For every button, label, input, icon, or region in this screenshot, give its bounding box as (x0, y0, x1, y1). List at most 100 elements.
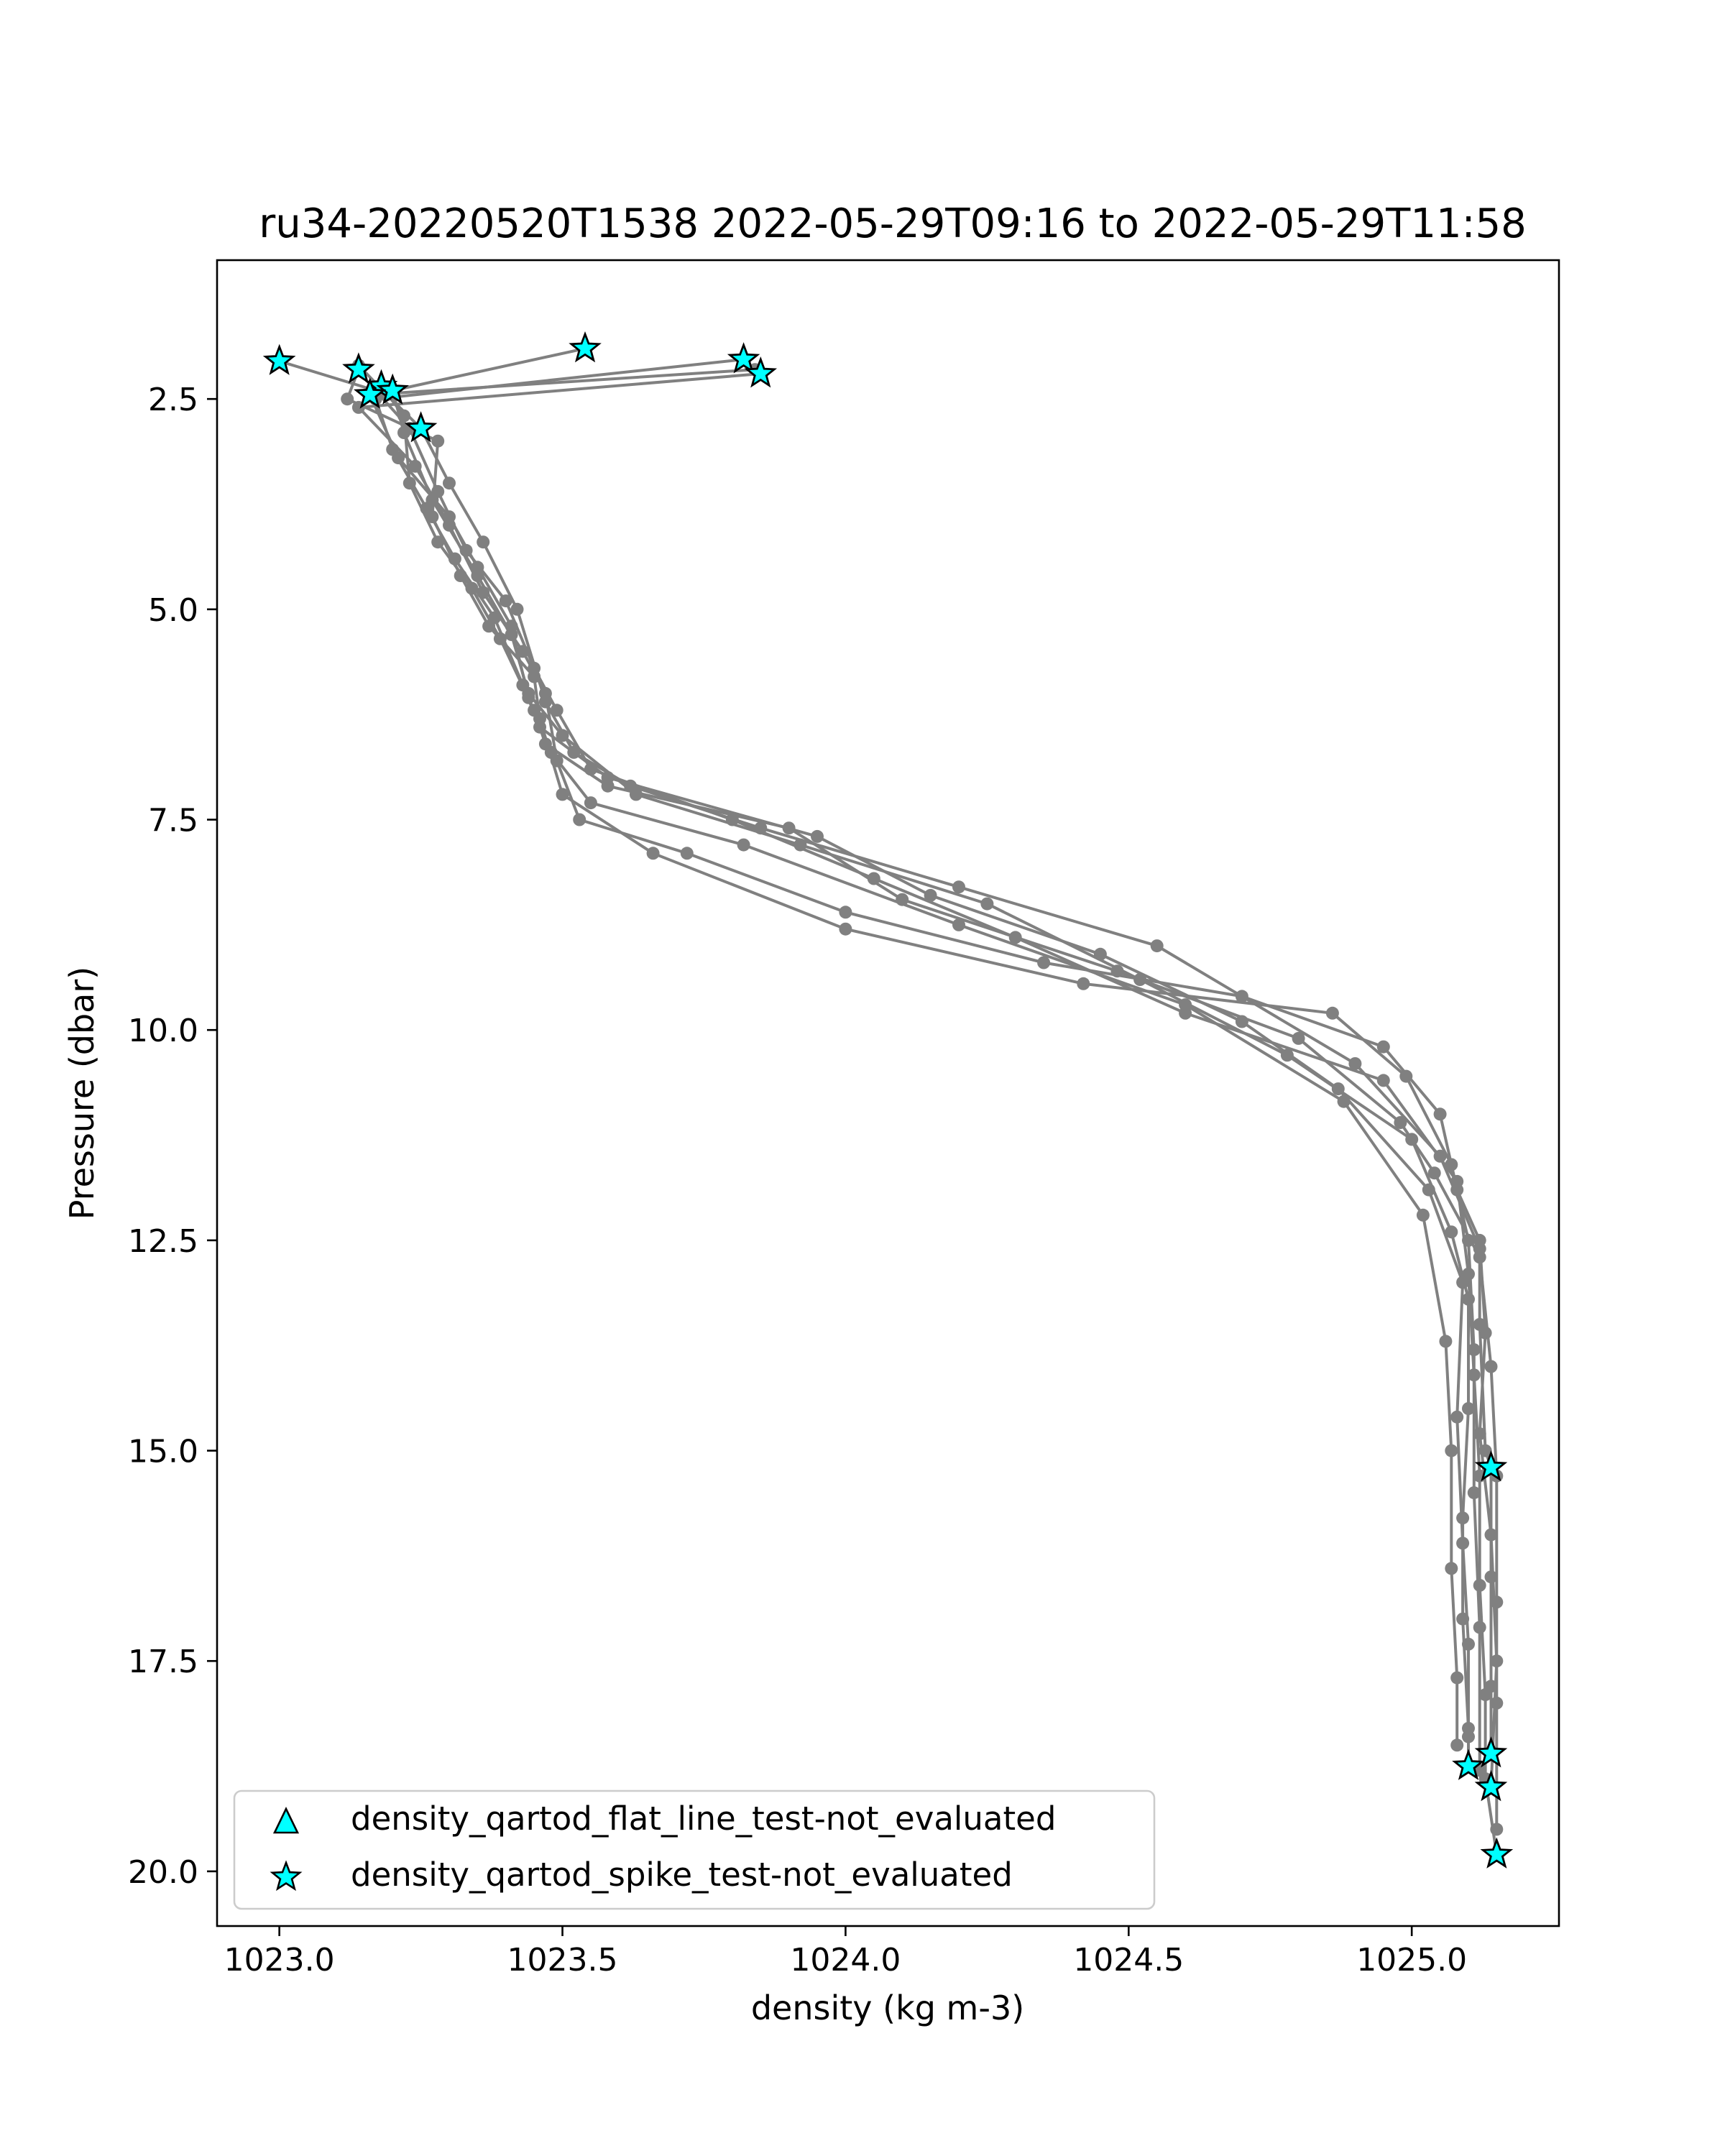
profile-line-6 (346, 369, 1481, 1771)
profile-point (1467, 1486, 1481, 1500)
profile-point (1456, 1276, 1470, 1289)
profile-point (1427, 1166, 1441, 1180)
y-axis-label: Pressure (dbar) (63, 967, 101, 1220)
profile-point (924, 888, 937, 902)
y-tick-label: 7.5 (148, 803, 198, 839)
profile-point (556, 729, 569, 742)
profile-point (550, 704, 564, 717)
y-tick-label: 15.0 (128, 1434, 198, 1470)
profile-point (1037, 956, 1051, 969)
x-tick-label: 1024.5 (1073, 1942, 1184, 1978)
legend-star-marker (270, 1860, 303, 1892)
profile-point (528, 670, 541, 683)
profile-point (1292, 1031, 1305, 1045)
spike-flag-star (744, 356, 778, 388)
profile-point (839, 922, 852, 936)
profile-point (811, 829, 824, 843)
profile-point (505, 619, 518, 633)
profile-point (1235, 990, 1248, 1003)
y-tick-label: 17.5 (128, 1644, 198, 1680)
legend: density_qartod_flat_line_test-not_evalua… (233, 1789, 1156, 1910)
profile-point (471, 561, 484, 574)
profile-point (839, 906, 852, 919)
profile-point (465, 581, 479, 595)
profile-point (1462, 1402, 1475, 1415)
profile-point (1445, 1444, 1458, 1457)
profile-point (499, 594, 512, 608)
profile-point (1456, 1537, 1470, 1550)
legend-box (233, 1789, 1156, 1910)
x-tick-label: 1023.0 (224, 1942, 335, 1978)
profile-point (402, 476, 416, 490)
profile-point (477, 586, 490, 599)
profile-point (1376, 1040, 1390, 1054)
profile-point (431, 434, 445, 448)
profile-point (431, 535, 445, 549)
spike-flag-star (1474, 1769, 1508, 1802)
profile-point (392, 451, 405, 465)
y-tick-label: 10.0 (128, 1013, 198, 1049)
x-tick-label: 1025.0 (1356, 1942, 1467, 1978)
profile-point (426, 510, 439, 524)
profile-point (1450, 1410, 1464, 1424)
profile-point (1394, 1116, 1407, 1129)
profile-point (1490, 1595, 1504, 1609)
spike-flag-star (727, 342, 760, 374)
profile-point (952, 880, 965, 894)
profile-point (544, 745, 558, 759)
y-tick-label: 5.0 (148, 592, 198, 629)
legend-label-flat-line: density_qartod_flat_line_test-not_evalua… (351, 1800, 1056, 1838)
profile-point (510, 602, 524, 616)
legend-label-spike: density_qartod_spike_test-not_evaluated (351, 1856, 1013, 1894)
y-tick-label: 12.5 (128, 1223, 198, 1260)
profile-point (1490, 1696, 1504, 1710)
spike-flag-star (376, 373, 409, 405)
profile-point (1490, 1823, 1504, 1836)
profile-point (522, 691, 535, 704)
profile-point (601, 779, 615, 793)
profile-point (1337, 1095, 1351, 1108)
spike-flag-star (1480, 1837, 1514, 1869)
profile-point (1473, 1427, 1486, 1441)
profile-point (443, 510, 456, 524)
profile-point (737, 838, 750, 852)
profile-point (1450, 1738, 1464, 1752)
profile-point (556, 788, 569, 801)
profile-point (1331, 1082, 1345, 1096)
profile-point (1462, 1730, 1475, 1743)
profile-point (952, 918, 965, 931)
profile-point (341, 392, 354, 406)
spike-flag-star (1474, 1450, 1508, 1482)
profile-point (1445, 1562, 1458, 1575)
profile-point (782, 821, 796, 835)
y-tick-label: 20.0 (128, 1854, 198, 1891)
profile-line-5 (356, 372, 1499, 1787)
profile-point (1376, 1074, 1390, 1087)
profile-point (1179, 998, 1192, 1012)
spike-flag-star (342, 352, 375, 384)
profile-point (397, 409, 410, 423)
x-axis-label: density (kg m-3) (751, 1989, 1024, 2027)
profile-point (1325, 1006, 1339, 1020)
profile-point (1478, 1688, 1492, 1702)
x-tick-label: 1023.5 (507, 1942, 618, 1978)
profile-point (1445, 1158, 1458, 1171)
profile-point (493, 632, 507, 645)
profile-point (1422, 1183, 1435, 1197)
profile-point (1348, 1057, 1362, 1070)
profile-point (573, 813, 586, 826)
profile-point (1473, 1250, 1486, 1264)
profile-point (1473, 1578, 1486, 1592)
profile-point (680, 847, 694, 860)
profile-point (1473, 1621, 1486, 1634)
profile-point (794, 838, 807, 852)
spike-flag-star (262, 344, 296, 375)
flags-layer (262, 331, 1514, 1869)
profile-point (1093, 947, 1107, 961)
profile-point (1110, 964, 1124, 978)
profile-point (1416, 1208, 1430, 1222)
profile-point (477, 535, 490, 549)
spike-flag-star (353, 377, 387, 409)
spike-flag-star (569, 331, 602, 363)
